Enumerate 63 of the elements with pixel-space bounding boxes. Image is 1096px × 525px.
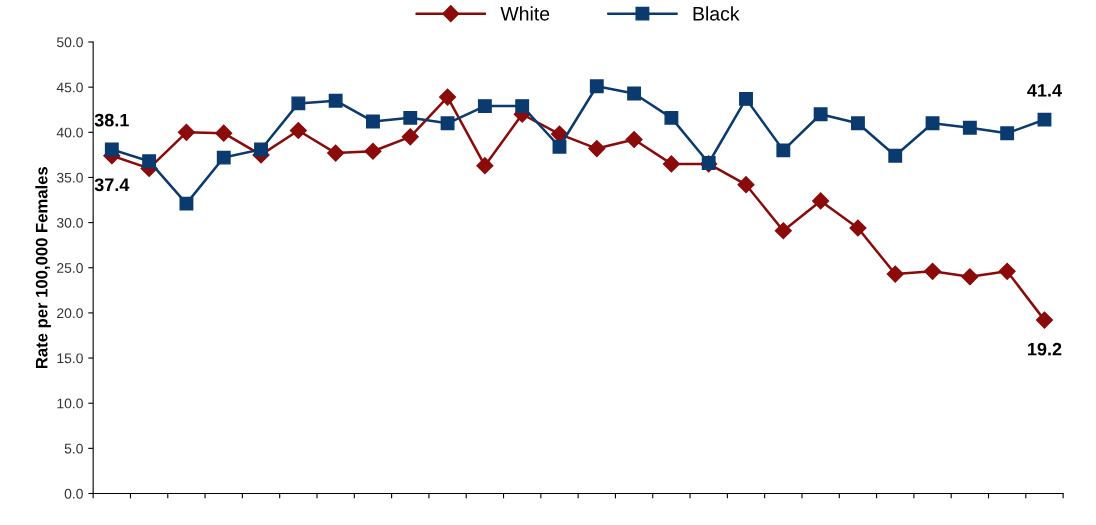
point — [998, 262, 1016, 280]
point — [664, 110, 679, 125]
point — [962, 120, 977, 135]
point — [812, 192, 830, 210]
y-tick-label: 15.0 — [57, 353, 83, 364]
data-label: 38.1 — [94, 113, 129, 127]
point — [888, 148, 903, 163]
point — [440, 116, 455, 131]
point — [662, 155, 680, 173]
point — [366, 114, 380, 129]
point — [886, 265, 904, 283]
point — [1000, 126, 1015, 141]
point — [1035, 311, 1054, 329]
y-tick-label: 50.0 — [56, 37, 83, 48]
point — [104, 142, 119, 157]
point — [552, 139, 567, 154]
data-label: 41.4 — [1027, 84, 1062, 97]
point — [515, 99, 530, 114]
legend-label: White — [500, 6, 550, 21]
y-tick-label: 5.0 — [64, 443, 83, 454]
y-tick-label: 30.0 — [56, 217, 83, 228]
point — [328, 93, 343, 108]
y-tick-label: 20.0 — [57, 308, 83, 319]
y-axis-title: Rate per 100,000 Females — [35, 166, 51, 369]
point — [1037, 112, 1052, 127]
point — [403, 110, 418, 125]
y-tick-label: 10.0 — [57, 398, 83, 409]
point — [327, 144, 345, 162]
legend-label: Black — [693, 6, 740, 21]
y-tick-label: 35.0 — [56, 172, 83, 183]
point — [289, 121, 307, 140]
point — [925, 116, 940, 131]
point — [961, 268, 979, 286]
y-tick-label: 25.0 — [57, 263, 83, 273]
point — [142, 154, 157, 169]
point — [254, 142, 268, 157]
point — [476, 157, 494, 175]
point — [291, 96, 306, 111]
point — [776, 143, 791, 158]
point — [477, 99, 492, 114]
point — [625, 130, 643, 149]
point — [439, 88, 457, 106]
point — [588, 140, 606, 158]
data-label: 37.4 — [94, 178, 130, 192]
point — [216, 150, 231, 165]
point — [364, 142, 382, 160]
point — [923, 262, 942, 280]
y-tick-label: 0.0 — [64, 488, 83, 499]
y-tick-label: 40.0 — [56, 127, 83, 138]
point — [179, 196, 194, 211]
point — [813, 107, 828, 122]
point — [850, 116, 865, 131]
point — [627, 86, 642, 101]
point — [739, 91, 753, 106]
point — [177, 123, 195, 141]
data-label: 19.2 — [1028, 342, 1062, 356]
point — [401, 128, 419, 146]
point — [849, 219, 867, 237]
point — [215, 124, 233, 142]
point — [774, 222, 792, 240]
point — [589, 79, 604, 94]
y-tick-label: 45.0 — [56, 82, 83, 93]
point — [737, 176, 755, 194]
